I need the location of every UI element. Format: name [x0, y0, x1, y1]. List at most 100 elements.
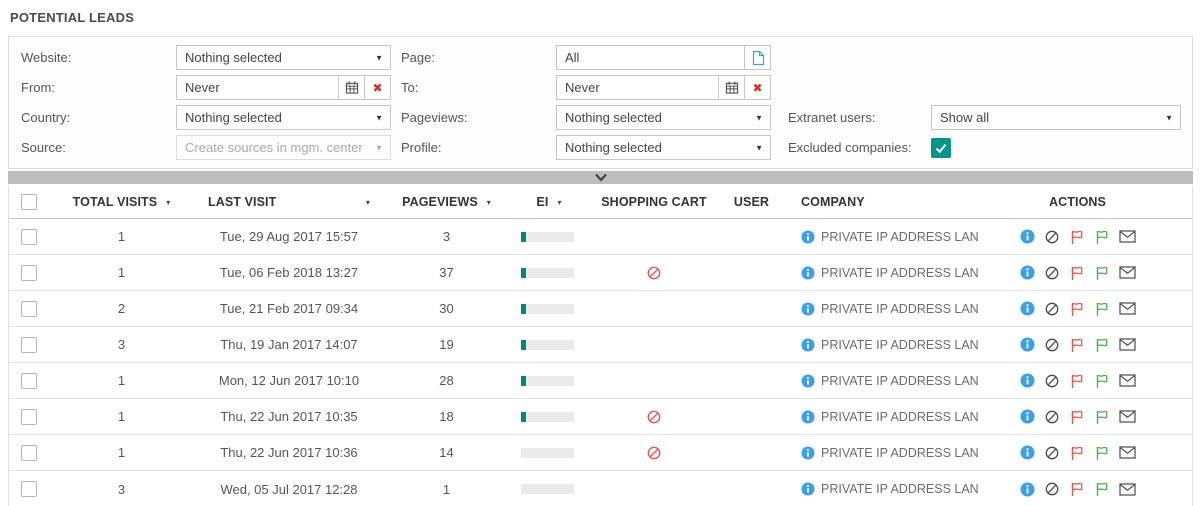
ei-cell: [509, 375, 589, 386]
company-info-icon[interactable]: [801, 409, 815, 424]
email-action-button[interactable]: [1118, 446, 1136, 459]
green-flag-action-button[interactable]: [1094, 229, 1110, 245]
exclude-action-button[interactable]: [1044, 337, 1060, 353]
page-label: Page:: [401, 50, 435, 65]
company-name: PRIVATE IP ADDRESS LAN: [821, 445, 979, 460]
email-action-button[interactable]: [1118, 374, 1136, 387]
info-action-button[interactable]: [1020, 445, 1035, 460]
company-cell: PRIVATE IP ADDRESS LAN: [784, 266, 1009, 280]
row-checkbox[interactable]: [21, 481, 37, 497]
clear-x-icon: ✖: [752, 80, 763, 95]
checkmark-icon: [935, 143, 947, 153]
country-select[interactable]: Nothing selected ▼: [176, 105, 391, 130]
header-last-visit[interactable]: LAST VISIT ▾: [194, 195, 384, 209]
header-total-visits[interactable]: TOTAL VISITS ▾: [49, 195, 194, 209]
green-flag-action-button[interactable]: [1094, 409, 1110, 425]
email-action-button[interactable]: [1118, 482, 1136, 496]
row-checkbox[interactable]: [21, 372, 37, 389]
header-pageviews[interactable]: PAGEVIEWS ▾: [384, 195, 509, 209]
page-input[interactable]: [556, 45, 745, 70]
select-all-checkbox[interactable]: [21, 194, 37, 210]
to-clear-button[interactable]: ✖: [745, 75, 771, 100]
info-action-button[interactable]: [1020, 373, 1035, 388]
red-flag-action-button[interactable]: [1069, 265, 1085, 281]
email-action-button[interactable]: [1118, 266, 1136, 279]
green-flag-action-button[interactable]: [1094, 265, 1110, 281]
pageviews-cell: 3: [384, 229, 509, 244]
email-action-button[interactable]: [1118, 410, 1136, 423]
company-info-icon[interactable]: [801, 301, 815, 316]
red-flag-action-button[interactable]: [1069, 337, 1085, 353]
row-checkbox[interactable]: [21, 336, 37, 353]
company-info-icon[interactable]: [801, 445, 815, 460]
email-action-button[interactable]: [1118, 230, 1136, 243]
row-checkbox[interactable]: [21, 408, 37, 425]
red-flag-action-button[interactable]: [1069, 373, 1085, 389]
red-flag-action-button[interactable]: [1069, 445, 1085, 461]
info-action-button[interactable]: [1020, 409, 1035, 424]
exclude-action-button[interactable]: [1044, 229, 1060, 245]
from-label: From:: [21, 80, 55, 95]
filter-collapse-bar[interactable]: [8, 171, 1193, 184]
actions-cell: [1009, 409, 1192, 425]
total-visits-cell: 3: [49, 337, 194, 352]
extranet-users-select[interactable]: Show all ▼: [931, 105, 1181, 130]
info-action-button[interactable]: [1020, 301, 1035, 316]
email-action-button[interactable]: [1118, 338, 1136, 351]
row-checkbox[interactable]: [21, 264, 37, 281]
exclude-action-button[interactable]: [1044, 265, 1060, 281]
source-label: Source:: [21, 140, 66, 155]
last-visit-cell: Thu, 19 Jan 2017 14:07: [194, 337, 384, 352]
exclude-action-button[interactable]: [1044, 481, 1060, 497]
page-picker-button[interactable]: [745, 45, 771, 70]
to-calendar-button[interactable]: [719, 75, 745, 100]
green-flag-action-button[interactable]: [1094, 373, 1110, 389]
company-info-icon[interactable]: [801, 482, 815, 496]
clear-x-icon: ✖: [372, 80, 383, 95]
exclude-action-button[interactable]: [1044, 301, 1060, 317]
info-action-button[interactable]: [1020, 265, 1035, 280]
from-calendar-button[interactable]: [339, 75, 365, 100]
info-action-button[interactable]: [1020, 229, 1035, 244]
company-info-icon[interactable]: [801, 229, 815, 244]
header-ei[interactable]: EI ▾: [509, 195, 589, 209]
pageviews-select[interactable]: Nothing selected ▼: [556, 105, 771, 130]
info-icon: [1020, 373, 1034, 388]
excluded-companies-checkbox[interactable]: [931, 137, 951, 158]
to-date-input[interactable]: [556, 75, 719, 100]
row-select-cell: [9, 264, 49, 281]
green-flag-action-button[interactable]: [1094, 445, 1110, 461]
exclude-action-button[interactable]: [1044, 445, 1060, 461]
profile-select[interactable]: Nothing selected ▼: [556, 135, 771, 160]
header-ei-label: EI: [536, 195, 549, 209]
info-action-button[interactable]: [1020, 337, 1035, 352]
red-flag-action-button[interactable]: [1069, 481, 1085, 497]
exclude-action-button[interactable]: [1044, 409, 1060, 425]
red-flag-action-button[interactable]: [1069, 229, 1085, 245]
shopping-cart-cell: [589, 229, 719, 245]
company-info-icon[interactable]: [801, 337, 815, 352]
from-clear-button[interactable]: ✖: [365, 75, 391, 100]
green-flag-action-button[interactable]: [1094, 301, 1110, 317]
ei-bar: [521, 484, 574, 494]
company-info-icon[interactable]: [801, 373, 815, 388]
green-flag-action-button[interactable]: [1094, 481, 1110, 497]
row-checkbox[interactable]: [21, 300, 37, 317]
email-action-button[interactable]: [1118, 302, 1136, 315]
row-select-cell: [9, 372, 49, 389]
info-action-button[interactable]: [1020, 482, 1035, 497]
last-visit-cell: Thu, 22 Jun 2017 10:36: [194, 445, 384, 460]
from-date-input[interactable]: [176, 75, 339, 100]
row-checkbox[interactable]: [21, 228, 37, 245]
company-name: PRIVATE IP ADDRESS LAN: [821, 301, 979, 316]
company-info-icon[interactable]: [801, 265, 815, 280]
envelope-icon: [1118, 338, 1136, 351]
website-select[interactable]: Nothing selected ▼: [176, 45, 391, 70]
green-flag-action-button[interactable]: [1094, 337, 1110, 353]
exclude-action-button[interactable]: [1044, 373, 1060, 389]
red-flag-action-button[interactable]: [1069, 301, 1085, 317]
envelope-icon: [1118, 302, 1136, 315]
row-checkbox[interactable]: [21, 444, 37, 461]
ei-bar: [521, 231, 574, 242]
red-flag-action-button[interactable]: [1069, 409, 1085, 425]
